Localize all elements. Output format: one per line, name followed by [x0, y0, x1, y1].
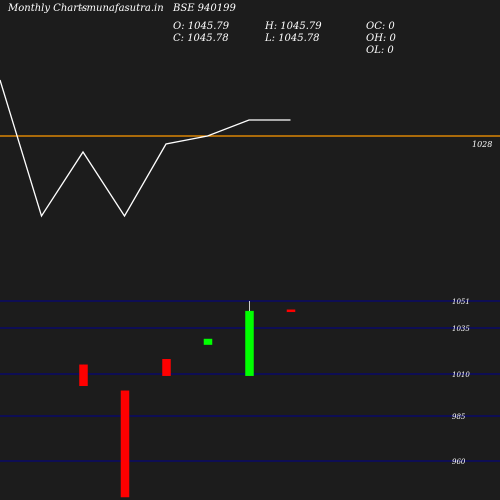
brand-label: Monthly Charts [8, 3, 88, 14]
candle [79, 364, 88, 387]
high-value: H: 1045.79 [265, 21, 322, 32]
symbol-label: BSE 940199 [173, 3, 236, 14]
site-label: - munafasutra.in [80, 3, 164, 14]
y-tick-label: 985 [452, 413, 466, 421]
low-value: L: 1045.78 [265, 33, 320, 44]
y-tick-label: 960 [452, 458, 466, 466]
candle [120, 390, 130, 498]
level-label: 1028 [472, 140, 492, 149]
price-line [0, 79, 291, 218]
oc-value: OC: 0 [366, 21, 395, 32]
oh-value: OH: 0 [366, 33, 396, 44]
open-value: O: 1045.79 [173, 21, 230, 32]
candle [245, 310, 254, 376]
close-value: C: 1045.78 [173, 33, 229, 44]
y-tick-label: 1010 [452, 371, 470, 379]
candle [203, 338, 213, 345]
candle [162, 359, 171, 376]
candle [286, 309, 296, 313]
y-tick-label: 1051 [452, 298, 470, 306]
y-tick-label: 1035 [452, 325, 470, 333]
ol-value: OL: 0 [366, 45, 394, 56]
